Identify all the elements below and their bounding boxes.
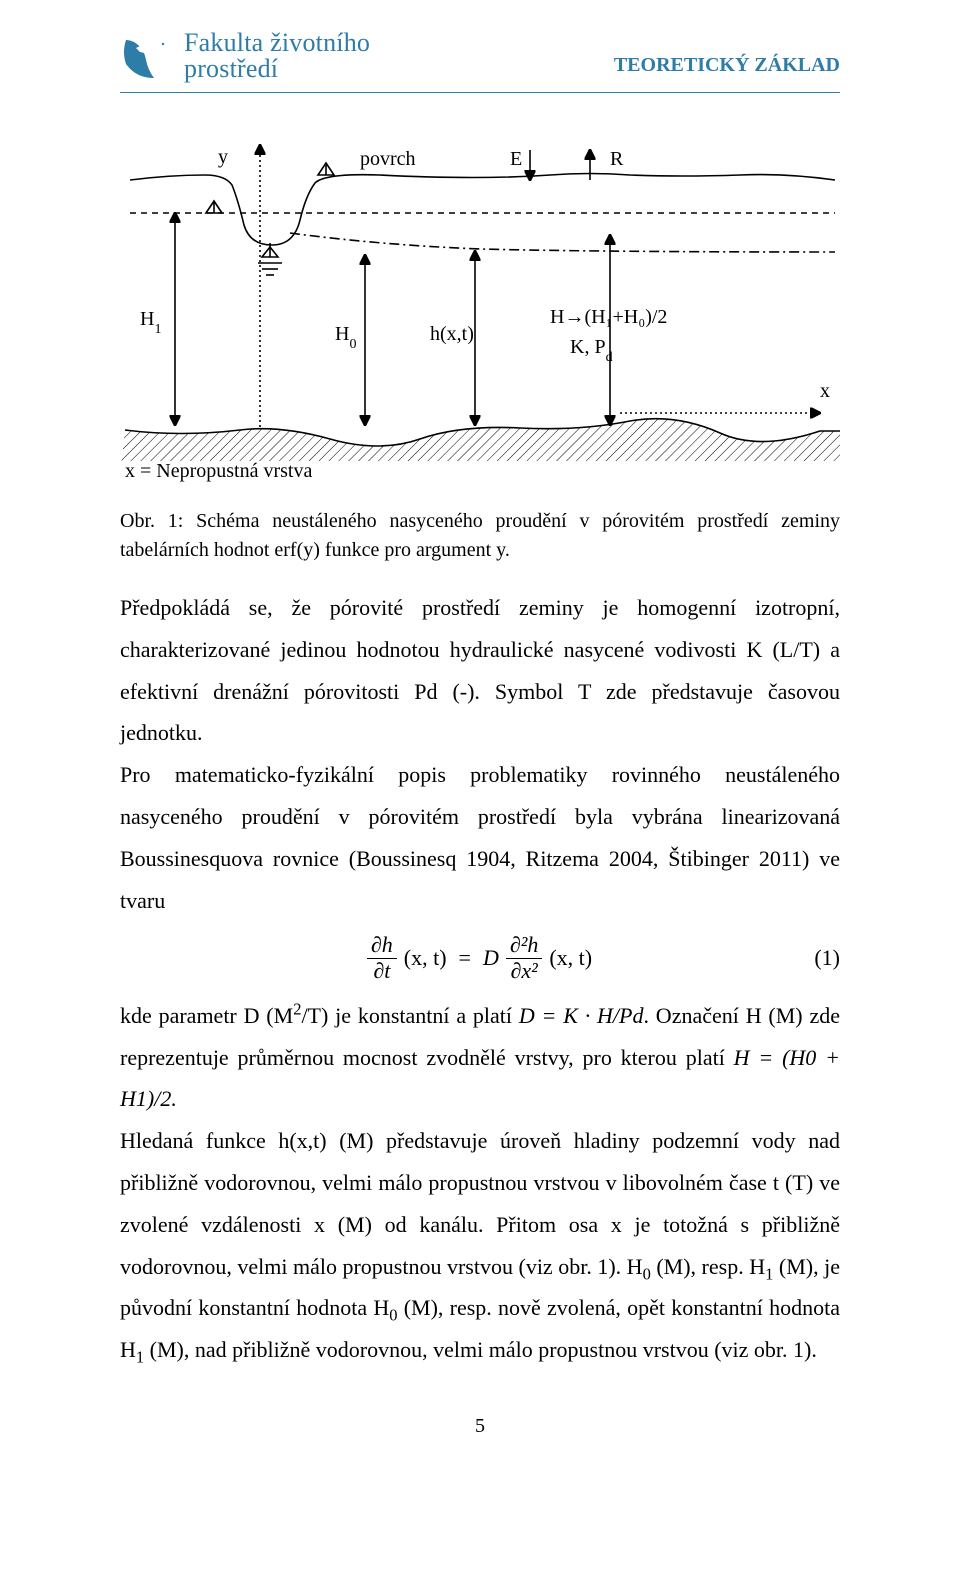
equation-1: ∂h ∂t (x, t) = D ∂²h ∂x² (x, t) (1) (120, 933, 840, 982)
eq1-den-left: ∂t (373, 958, 390, 983)
page-number: 5 (120, 1415, 840, 1438)
inline-math-1: D = K · H/Pd (519, 1003, 644, 1028)
logo-line2: prostředí (184, 56, 370, 82)
svg-text:x: x (820, 380, 830, 402)
eq1-num-left: ∂h (371, 932, 393, 957)
figure-1: y povrch E R (120, 125, 840, 495)
eq1-arg2: (x, t) (549, 945, 592, 970)
eq1-arg1: (x, t) (404, 945, 447, 970)
paragraph-2: Pro matematicko-fyzikální popis problema… (120, 762, 840, 912)
faculty-logo: Fakulta životního prostředí (120, 30, 370, 84)
paragraph-1: Předpokládá se, že pórovité prostředí ze… (120, 595, 840, 745)
logo-line1: Fakulta životního (184, 30, 370, 56)
svg-text:povrch: povrch (360, 148, 416, 170)
eq1-equals: = (459, 937, 471, 979)
page-header: Fakulta životního prostředí TEORETICKÝ Z… (120, 30, 840, 84)
section-title: TEORETICKÝ ZÁKLAD (614, 54, 840, 77)
svg-text:E: E (510, 148, 522, 170)
svg-text:R: R (610, 148, 624, 170)
paragraph-3: kde parametr D (M2/T) je konstantní a pl… (120, 1003, 840, 1112)
header-rule (120, 92, 840, 93)
eq1-num-right: ∂²h (510, 932, 538, 957)
svg-text:H0: H0 (335, 323, 356, 352)
svg-text:H→(H₁+H₀)/2: H→(H₁+H₀)/2 (550, 306, 667, 328)
equation-number-1: (1) (814, 937, 840, 979)
svg-text:h(x,t): h(x,t) (430, 323, 474, 345)
leaf-bird-icon (120, 30, 174, 84)
figure-1-caption: Obr. 1: Schéma neustáleného nasyceného p… (120, 507, 840, 565)
eq1-den-right: ∂x² (510, 958, 537, 983)
body-text: Předpokládá se, že pórovité prostředí ze… (120, 587, 840, 1371)
paragraph-4: Hledaná funkce h(x,t) (M) představuje úr… (120, 1128, 840, 1362)
svg-text:K, Pd: K, Pd (570, 336, 613, 365)
svg-text:x = Nepropustná vrstva: x = Nepropustná vrstva (125, 460, 312, 482)
eq1-D: D (483, 945, 499, 970)
svg-text:y: y (218, 146, 228, 168)
svg-text:H1: H1 (140, 308, 161, 337)
